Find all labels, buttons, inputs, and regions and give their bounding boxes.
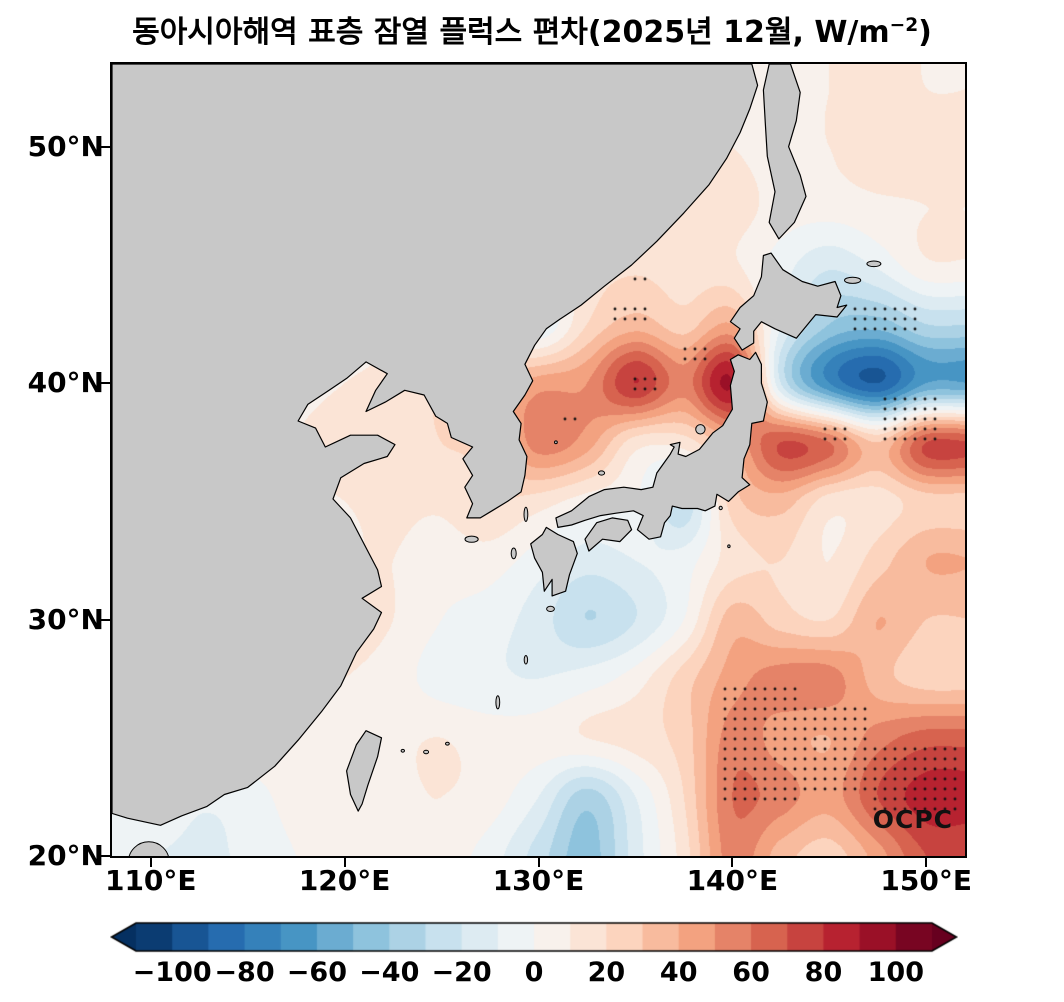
y-tick-label: 50°N <box>27 129 104 163</box>
landmass-sakhalin <box>762 64 807 240</box>
colorbar-tick-label: 40 <box>659 957 698 988</box>
island <box>597 470 606 476</box>
landmass-shikoku <box>584 517 633 552</box>
y-tick-label: 30°N <box>27 602 104 636</box>
title-superscript: −2 <box>889 15 919 36</box>
coastline-overlay <box>112 64 882 856</box>
landmass-hokkaido <box>729 252 848 351</box>
island <box>445 741 450 746</box>
y-tick-label: 40°N <box>27 366 104 400</box>
y-tick-mark <box>101 855 110 857</box>
title-close: ) <box>918 15 932 50</box>
y-tick-mark <box>101 618 110 621</box>
x-tick-mark <box>537 858 540 867</box>
colorbar-canvas <box>110 921 958 955</box>
colorbar-tick-label: 100 <box>867 957 924 988</box>
y-tick-mark <box>101 145 110 148</box>
colorbar-tick-label: 20 <box>587 957 626 988</box>
island <box>695 424 706 435</box>
x-tick-label: 110°E <box>104 864 197 897</box>
island <box>128 841 169 856</box>
x-tick-label: 150°E <box>880 864 972 897</box>
x-tick-mark <box>925 858 928 867</box>
x-tick-label: 140°E <box>686 864 779 897</box>
colorbar-tick-label: 60 <box>732 957 770 988</box>
island <box>523 655 529 665</box>
y-tick-mark <box>101 382 110 385</box>
x-tick-mark <box>731 858 734 867</box>
landmass-honshu <box>555 351 768 540</box>
x-tick-label: 130°E <box>492 864 585 897</box>
colorbar-tick-label: −60 <box>286 957 347 988</box>
island <box>510 547 517 560</box>
chart-title: 동아시아해역 표층 잠열 플럭스 편차(2025년 12월, W/m−2) <box>0 7 1064 51</box>
colorbar-tick-label: −100 <box>132 957 212 988</box>
island <box>844 276 862 284</box>
map-plot-area: OCPC <box>112 64 965 856</box>
landmass-taiwan <box>346 730 383 812</box>
island <box>400 748 405 753</box>
x-tick-label: 120°E <box>298 864 391 897</box>
colorbar-tick-label: 80 <box>804 957 843 988</box>
island <box>554 440 558 445</box>
colorbar-tick-label: −40 <box>359 957 420 988</box>
island <box>495 695 501 710</box>
island <box>718 505 723 511</box>
colorbar-tick-label: 0 <box>524 957 544 988</box>
island <box>546 605 555 613</box>
ocpc-watermark: OCPC <box>872 805 953 834</box>
title-text: 동아시아해역 표층 잠열 플럭스 편차(2025년 12월, W/m <box>132 15 890 50</box>
x-tick-mark <box>343 858 346 867</box>
island <box>866 260 882 268</box>
island <box>523 506 529 522</box>
island <box>464 535 479 543</box>
x-tick-mark <box>149 858 152 867</box>
landmass-kyushu <box>530 526 578 597</box>
island <box>423 749 430 755</box>
colorbar-tick-label: −20 <box>431 957 492 988</box>
island <box>727 544 731 549</box>
colorbar-tick-label: −80 <box>214 957 275 988</box>
landmass-mainland <box>112 64 759 826</box>
y-tick-label: 20°N <box>27 839 104 872</box>
